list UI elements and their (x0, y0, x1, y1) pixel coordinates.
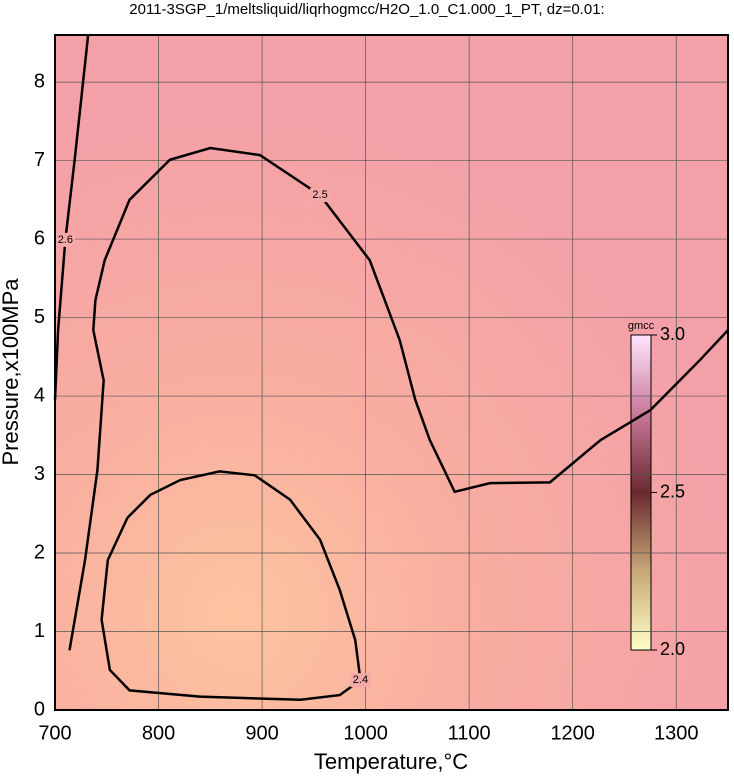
x-tick-label: 1100 (448, 722, 491, 744)
colorbar-tick-label: 3.0 (660, 324, 685, 344)
contour-label: 2.6 (58, 234, 73, 246)
y-tick-label: 3 (34, 463, 45, 485)
contour-label: 2.5 (312, 189, 327, 201)
y-tick-label: 1 (34, 620, 45, 642)
contour-line (100, 470, 362, 702)
contour-label: 2.4 (353, 674, 368, 686)
plot-background (55, 35, 728, 710)
plot-frame (54, 34, 729, 711)
colorbar (630, 334, 652, 651)
x-tick-label: 1200 (550, 722, 595, 744)
y-tick-label: 4 (34, 384, 45, 406)
y-tick-label: 2 (34, 541, 45, 563)
y-tick-label: 6 (34, 227, 45, 249)
contour-label-bg (55, 232, 76, 247)
x-tick-label: 1300 (654, 722, 699, 744)
y-tick-label: 5 (34, 306, 45, 328)
colorbar-tick-label: 2.0 (660, 639, 685, 659)
y-tick-label: 7 (34, 149, 45, 171)
chart-title: 2011-3SGP_1/meltsliquid/liqrhogmcc/H2O_1… (129, 1, 604, 18)
x-axis-label: Temperature,°C (314, 749, 468, 774)
contour-label-bg (350, 673, 371, 688)
y-tick-label: 0 (34, 698, 45, 720)
x-tick-label: 700 (38, 722, 71, 744)
x-tick-label: 900 (245, 722, 278, 744)
colorbar-label: gmcc (628, 320, 655, 332)
y-axis-label: Pressure,x100MPa (0, 278, 23, 466)
contour-label-bg (310, 188, 331, 203)
x-tick-label: 800 (142, 722, 175, 744)
colorbar-tick-label: 2.5 (660, 481, 685, 501)
y-tick-label: 8 (34, 70, 45, 92)
x-tick-label: 1000 (343, 722, 388, 744)
